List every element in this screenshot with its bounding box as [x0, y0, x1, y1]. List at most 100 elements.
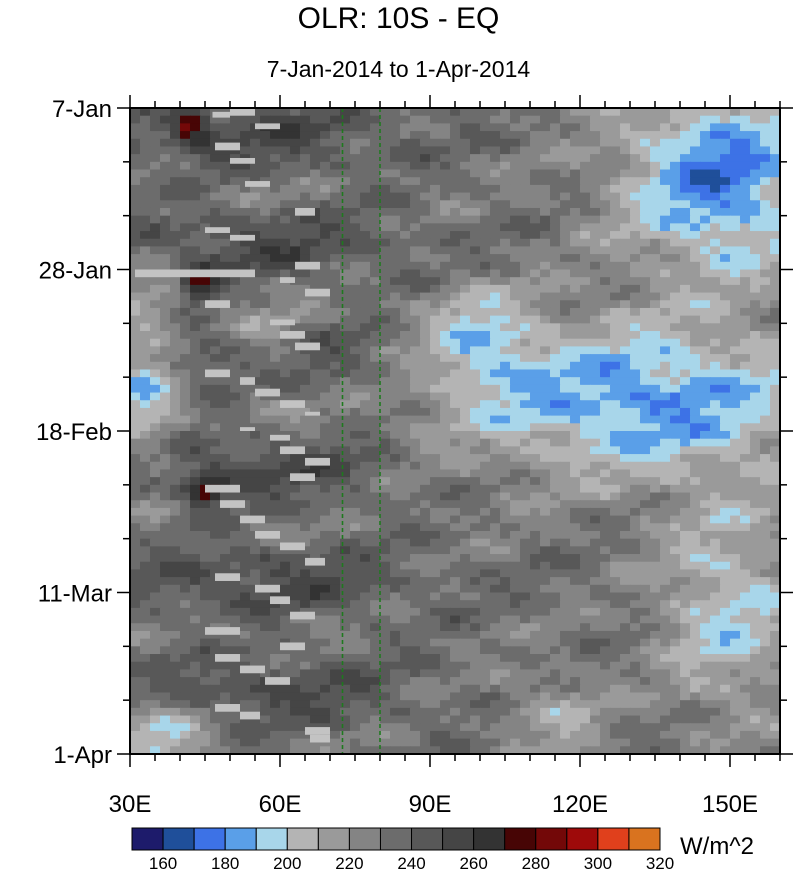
- field-cell: [410, 200, 421, 209]
- field-cell: [540, 661, 551, 671]
- field-cell: [390, 346, 401, 355]
- field-cell: [170, 161, 181, 171]
- field-cell: [550, 415, 561, 424]
- field-cell: [450, 600, 461, 609]
- field-cell: [610, 369, 621, 378]
- field-cell: [550, 261, 561, 271]
- field-cell: [360, 615, 371, 624]
- field-cell: [290, 677, 301, 686]
- field-cell: [440, 123, 451, 132]
- field-cell: [430, 569, 441, 578]
- field-cell: [250, 346, 261, 355]
- field-cell: [750, 507, 761, 517]
- field-cell: [690, 515, 701, 524]
- field-cell: [210, 184, 221, 194]
- field-cell: [270, 231, 281, 240]
- field-cell: [710, 554, 721, 563]
- field-cell: [230, 507, 241, 517]
- field-cell: [290, 354, 301, 363]
- field-cell: [710, 215, 721, 224]
- field-cell: [330, 169, 341, 178]
- field-cell: [320, 692, 331, 701]
- field-cell: [710, 307, 721, 317]
- field-cell: [200, 554, 211, 563]
- field-cell: [270, 346, 281, 355]
- field-cell: [660, 300, 671, 309]
- field-cell: [210, 530, 221, 540]
- field-cell: [460, 461, 471, 471]
- field-cell: [300, 307, 311, 317]
- field-cell: [680, 200, 691, 209]
- field-cell: [620, 630, 631, 640]
- field-cell: [510, 692, 521, 701]
- field-cell: [370, 323, 381, 332]
- field-cell: [450, 669, 461, 678]
- field-cell: [310, 569, 321, 578]
- field-cell: [420, 600, 431, 609]
- field-cell: [520, 523, 531, 532]
- field-cell: [710, 207, 721, 217]
- field-cell: [660, 646, 671, 655]
- field-cell: [520, 577, 531, 586]
- field-cell: [380, 223, 391, 232]
- field-cell: [310, 108, 321, 117]
- field-cell: [260, 600, 271, 609]
- field-cell: [740, 115, 751, 124]
- field-cell: [500, 207, 511, 217]
- field-cell: [190, 300, 201, 309]
- field-cell: [650, 261, 661, 271]
- field-cell: [200, 500, 211, 509]
- field-cell: [720, 546, 731, 555]
- field-cell: [420, 654, 431, 663]
- field-cell: [430, 369, 441, 378]
- field-cell: [140, 154, 151, 163]
- field-cell: [350, 261, 361, 271]
- field-cell: [670, 446, 681, 455]
- field-cell: [330, 377, 341, 386]
- field-cell: [380, 600, 391, 609]
- field-cell: [150, 384, 161, 394]
- field-cell: [620, 254, 631, 263]
- field-cell: [520, 207, 531, 217]
- field-cell: [710, 223, 721, 232]
- field-cell: [740, 431, 751, 440]
- field-cell: [260, 331, 271, 340]
- field-cell: [350, 284, 361, 294]
- field-cell: [550, 131, 561, 140]
- field-cell: [220, 323, 231, 332]
- field-cell: [170, 115, 181, 124]
- field-cell: [410, 661, 421, 671]
- field-cell: [630, 169, 641, 178]
- field-cell: [720, 561, 731, 571]
- field-cell: [690, 438, 701, 447]
- field-cell: [610, 392, 621, 401]
- field-cell: [720, 246, 731, 255]
- field-cell: [560, 169, 571, 178]
- field-cell: [390, 284, 401, 294]
- field-cell: [360, 607, 371, 617]
- field-cell: [430, 215, 441, 224]
- field-cell: [650, 138, 661, 148]
- field-cell: [670, 507, 681, 517]
- field-cell: [150, 654, 161, 663]
- field-cell: [700, 177, 711, 186]
- field-cell: [530, 592, 541, 601]
- field-cell: [710, 607, 721, 617]
- field-cell: [290, 569, 301, 578]
- field-cell: [600, 630, 611, 640]
- field-cell: [240, 346, 251, 355]
- field-cell: [720, 584, 731, 594]
- field-cell: [140, 615, 151, 624]
- field-cell: [650, 200, 661, 209]
- field-cell: [530, 277, 541, 286]
- field-cell: [740, 530, 751, 540]
- field-cell: [590, 215, 601, 224]
- field-cell: [490, 192, 501, 201]
- field-cell: [300, 131, 311, 140]
- field-cell: [270, 215, 281, 224]
- field-cell: [160, 623, 171, 632]
- field-cell: [640, 131, 651, 140]
- field-cell: [250, 438, 261, 447]
- field-cell: [240, 292, 251, 301]
- field-cell: [600, 238, 611, 248]
